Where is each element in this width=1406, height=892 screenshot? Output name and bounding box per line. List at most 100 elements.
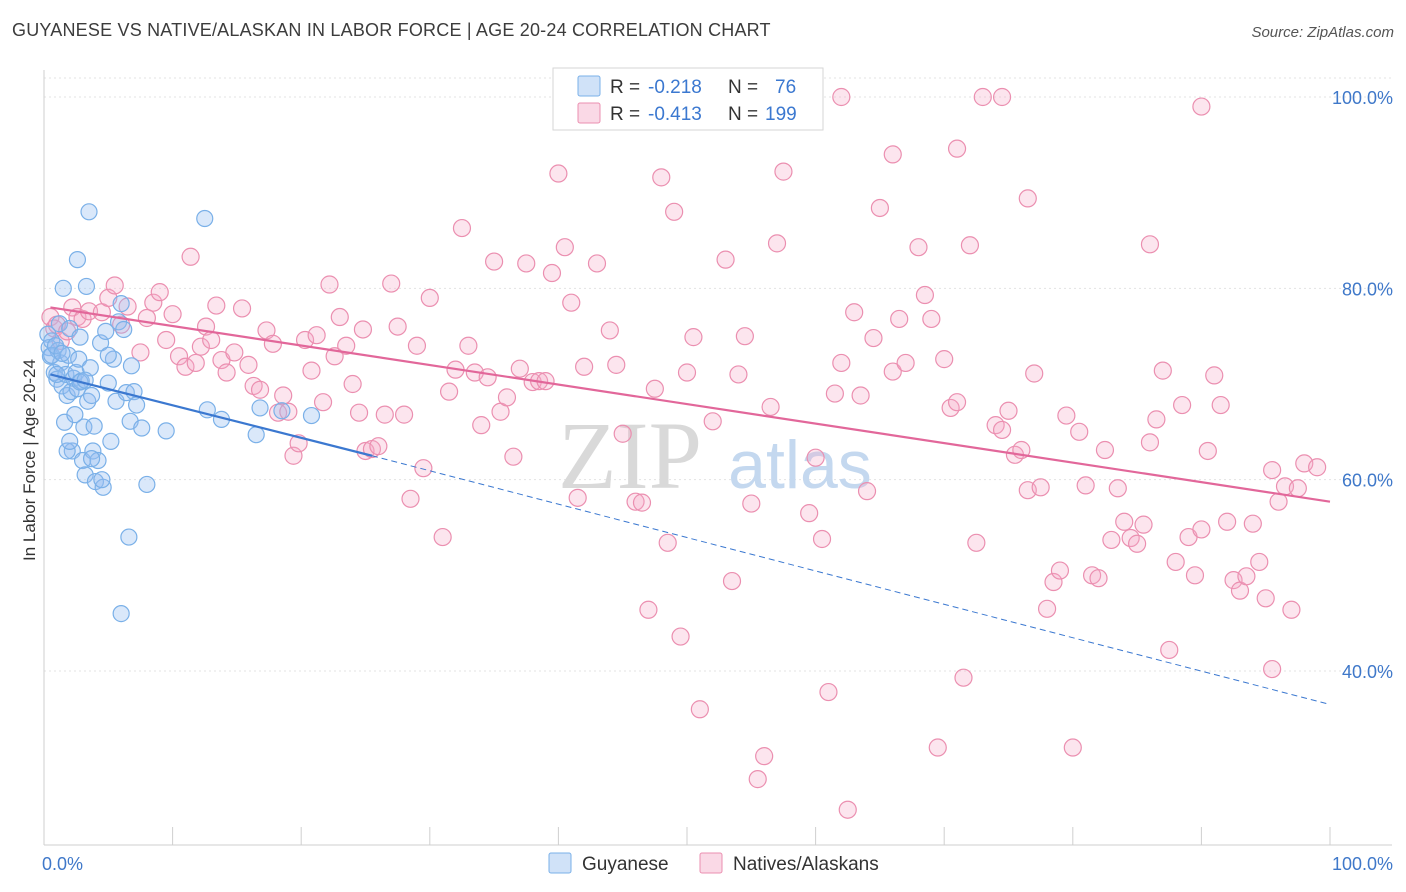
natives-alaskans-point <box>439 382 459 401</box>
natives-alaskans-point <box>1185 566 1205 585</box>
natives-alaskans-point <box>716 250 735 269</box>
natives-alaskans-point <box>394 405 414 424</box>
natives-alaskans-point <box>1211 395 1230 415</box>
natives-alaskans-point <box>542 263 562 283</box>
natives-alaskans-trend-line <box>50 306 1331 503</box>
natives-alaskans-point <box>497 388 517 407</box>
natives-alaskans-point <box>510 359 529 378</box>
natives-alaskans-point <box>157 330 176 350</box>
natives-alaskans-point <box>1173 395 1192 415</box>
natives-alaskans-point <box>1263 461 1282 480</box>
natives-alaskans-point <box>176 357 195 376</box>
bottom-legend-swatch-natives <box>699 852 723 874</box>
natives-alaskans-point <box>1070 422 1089 441</box>
natives-alaskans-point <box>767 234 787 253</box>
natives-alaskans-point <box>992 87 1012 107</box>
guyanese-point <box>138 475 156 494</box>
natives-alaskans-point <box>722 571 742 591</box>
natives-alaskans-point <box>729 365 748 384</box>
natives-alaskans-point <box>1076 476 1095 495</box>
natives-alaskans-point <box>838 800 857 819</box>
natives-alaskans-point <box>186 353 205 373</box>
y-axis-label: In Labor Force | Age 20-24 <box>20 359 39 561</box>
natives-alaskans-point <box>626 492 645 511</box>
natives-alaskans-point <box>812 529 832 549</box>
natives-alaskans-point <box>239 355 258 374</box>
guyanese-point <box>127 396 146 414</box>
guyanese-point <box>247 426 265 444</box>
natives-alaskans-point <box>607 355 626 374</box>
natives-alaskans-point <box>131 343 150 362</box>
guyanese-point <box>58 442 76 460</box>
natives-alaskans-point <box>407 336 427 355</box>
guyanese-point <box>61 432 79 450</box>
natives-alaskans-point <box>313 393 333 412</box>
natives-alaskans-point <box>1218 512 1237 531</box>
natives-alaskans-point <box>883 362 902 381</box>
natives-alaskans-point <box>677 363 697 382</box>
natives-alaskans-point <box>1250 552 1269 572</box>
natives-alaskans-point <box>645 379 664 398</box>
natives-alaskans-point <box>549 164 568 183</box>
natives-alaskans-point <box>742 494 761 513</box>
natives-alaskans-point <box>632 493 652 512</box>
bottom-legend-swatch-guyanese <box>548 852 572 874</box>
natives-alaskans-point <box>1308 458 1327 477</box>
guyanese-point <box>43 346 61 364</box>
natives-alaskans-point <box>169 347 189 366</box>
natives-alaskans-point <box>1192 97 1211 116</box>
natives-alaskans-point <box>307 326 326 345</box>
natives-alaskans-point <box>1037 599 1057 618</box>
guyanese-point <box>85 417 103 435</box>
natives-alaskans-point <box>665 202 684 221</box>
natives-alaskans-point <box>960 236 980 255</box>
natives-alaskans-point <box>1095 440 1115 460</box>
natives-alaskans-point <box>517 254 536 273</box>
natives-alaskans-point <box>954 668 973 687</box>
axes <box>43 70 1392 846</box>
natives-alaskans-point <box>967 533 986 552</box>
legend-swatch-guyanese <box>577 75 601 97</box>
natives-alaskans-point <box>375 405 394 424</box>
natives-alaskans-point <box>433 527 452 547</box>
legend-r-value-1: -0.218 <box>648 77 702 98</box>
natives-alaskans-point <box>217 363 236 382</box>
natives-alaskans-point <box>832 353 851 373</box>
legend-r-label-2: R = <box>610 104 640 125</box>
natives-alaskans-point <box>890 309 909 329</box>
natives-alaskans-point <box>1153 361 1172 380</box>
natives-alaskans-point <box>761 397 780 417</box>
natives-alaskans-point <box>774 162 793 181</box>
guyanese-point <box>82 386 101 405</box>
legend-r-label-1: R = <box>610 77 640 98</box>
guyanese-point <box>53 344 71 362</box>
bottom-legend-guyanese: Guyanese <box>582 854 669 875</box>
guyanese-point <box>82 450 101 468</box>
natives-alaskans-point <box>806 448 825 467</box>
natives-alaskans-point <box>1192 520 1211 539</box>
natives-alaskans-point <box>105 276 124 295</box>
guyanese-point <box>157 422 175 440</box>
natives-alaskans-point <box>690 700 709 719</box>
natives-alaskans-point <box>330 307 349 327</box>
natives-alaskans-point <box>1063 738 1082 757</box>
natives-alaskans-point <box>144 293 163 312</box>
guyanese-point <box>80 203 98 221</box>
y-tick-label: 100.0% <box>1332 88 1393 108</box>
natives-alaskans-point <box>935 350 954 369</box>
natives-alaskans-point <box>232 299 252 318</box>
guyanese-point <box>70 350 88 368</box>
natives-alaskans-point <box>999 401 1018 420</box>
natives-alaskans-point <box>896 353 915 373</box>
watermark-atlas: atlas <box>728 427 872 503</box>
y-tick-label: 80.0% <box>1342 279 1393 299</box>
chart-title: GUYANESE VS NATIVE/ALASKAN IN LABOR FORC… <box>12 20 771 40</box>
natives-alaskans-point <box>613 424 632 443</box>
natives-alaskans-point <box>388 317 407 336</box>
natives-alaskans-point <box>1140 235 1160 254</box>
guyanese-point <box>76 466 94 484</box>
natives-alaskans-point <box>1025 364 1044 383</box>
natives-alaskans-point <box>800 504 819 523</box>
natives-alaskans-point <box>832 87 851 107</box>
guyanese-point <box>251 399 269 417</box>
